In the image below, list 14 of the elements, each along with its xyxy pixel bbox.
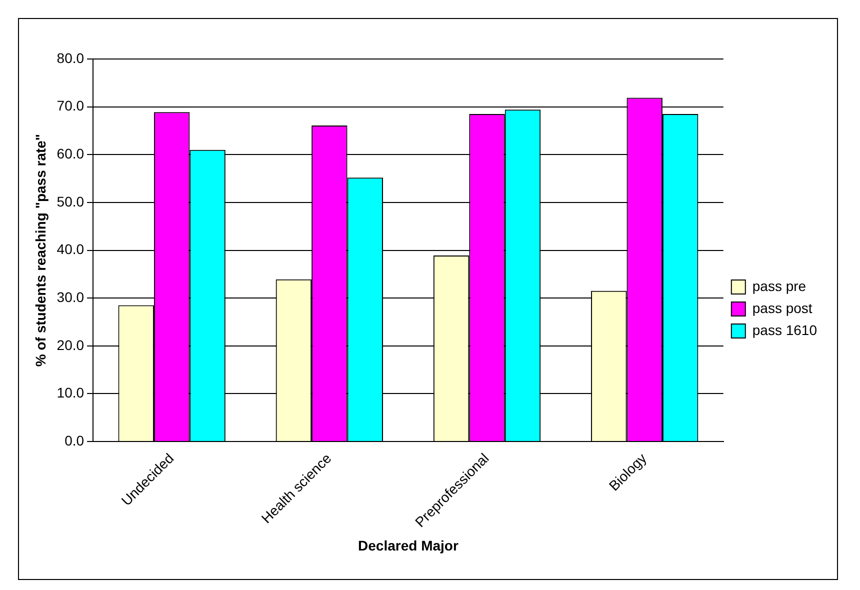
x-axis-title: Declared Major	[358, 537, 459, 554]
y-tick-label: 0.0	[64, 432, 84, 448]
y-tick-label: 40.0	[56, 241, 84, 258]
legend-label: pass 1610	[752, 322, 818, 338]
legend-label: pass pre	[752, 278, 806, 294]
y-tick-label: 50.0	[56, 193, 84, 210]
legend-label: pass post	[752, 300, 812, 316]
y-tick-label: 60.0	[56, 145, 84, 162]
y-tick-label: 70.0	[56, 98, 84, 114]
y-tick-label: 30.0	[56, 288, 84, 305]
y-tick-label: 10.0	[56, 384, 84, 401]
y-tick-label: 20.0	[56, 336, 84, 353]
y-tick-label: 80.0	[56, 50, 84, 66]
y-axis-title: % of students reaching "pass rate"	[32, 134, 48, 367]
